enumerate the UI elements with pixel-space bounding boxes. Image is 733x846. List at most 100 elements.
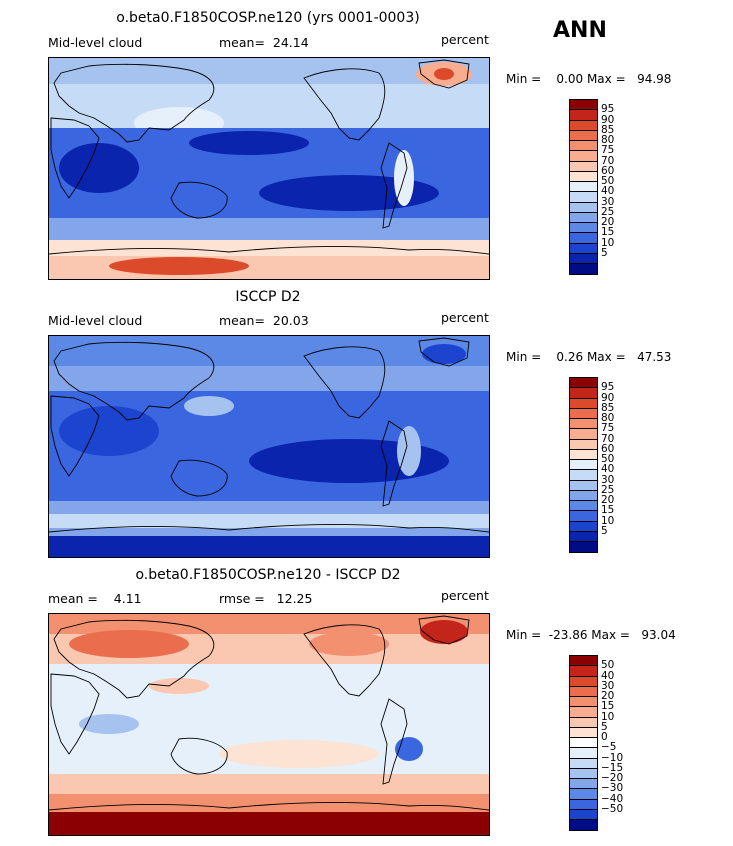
panel-1-mean-label: mean= 24.14 (219, 35, 309, 50)
colorbar-swatch (570, 779, 597, 790)
colorbar-swatch (570, 192, 597, 203)
colorbar-swatch (570, 531, 597, 542)
andes-neg (395, 737, 423, 761)
antarctic-high (109, 257, 249, 275)
colorbar-tick-label: 85 (601, 401, 615, 414)
colorbar-tick-label: 30 (601, 679, 615, 692)
colorbar-swatch (570, 697, 597, 708)
colorbar-tick-label: −50 (601, 802, 624, 815)
southern-ocean (49, 794, 489, 812)
panel-3-rmse-label: rmse = 12.25 (219, 591, 313, 606)
colorbar-swatch (570, 799, 597, 810)
panel-1-variable-label: Mid-level cloud (48, 35, 143, 50)
colorbar-tick-label: 15 (601, 226, 615, 239)
colorbar-tick-label: 80 (601, 134, 615, 146)
colorbar-swatch (570, 212, 597, 223)
colorbar-swatch (570, 717, 597, 728)
colorbar-tick-label: 20 (601, 494, 615, 506)
colorbar-tick-label: −20 (601, 772, 624, 784)
pacific-low (259, 175, 439, 211)
colorbar-tick-label: 50 (601, 659, 615, 672)
colorbar-tick-label: 20 (601, 216, 615, 228)
colorbar-swatch (570, 809, 597, 820)
colorbar-swatch (570, 480, 597, 491)
colorbar-tick-label: −10 (601, 751, 624, 764)
siberia-high (69, 630, 189, 658)
panel-2-map (48, 335, 490, 558)
colorbar-swatch (570, 727, 597, 738)
panel-2-variable-label: Mid-level cloud (48, 313, 143, 328)
colorbar-tick-label: 20 (601, 690, 615, 702)
colorbar-tick-label: 0 (601, 731, 608, 743)
north-band (49, 58, 489, 84)
colorbar-tick-label: 90 (601, 391, 615, 404)
colorbar-swatch (570, 120, 597, 131)
panel-2-title: ISCCP D2 (235, 289, 301, 305)
colorbar-tick-label: 10 (601, 710, 615, 723)
southern-mid (49, 218, 489, 240)
colorbar-swatch (570, 253, 597, 264)
coastlines (49, 59, 489, 255)
colorbar-swatch (570, 490, 597, 501)
colorbar-swatch (570, 748, 597, 759)
colorbar-tick-label: 85 (601, 123, 615, 136)
antarctic-band (49, 536, 489, 557)
panel-3-map-svg (49, 614, 489, 835)
greenland-core (434, 68, 454, 80)
colorbar-tick-label: 10 (601, 514, 615, 527)
colorbar-tick-label: 25 (601, 205, 615, 218)
colorbar-tick-label: 50 (601, 175, 615, 187)
colorbar-tick-label: −30 (601, 782, 624, 795)
colorbar-swatch (570, 758, 597, 769)
colorbar-swatch (570, 161, 597, 172)
colorbar-tick-label: 70 (601, 154, 615, 167)
colorbar-swatch (570, 460, 597, 471)
panel-1-units-label: percent (441, 32, 489, 47)
colorbar-tick-label: 75 (601, 144, 615, 157)
panel-2-map-svg (49, 336, 489, 557)
colorbar-swatch (570, 100, 597, 111)
coastlines (49, 615, 489, 811)
colorbar-tick-label: 30 (601, 473, 615, 486)
colorbar-tick-label: 10 (601, 236, 615, 249)
colorbar-tick-label: 50 (601, 453, 615, 465)
colorbar-swatch (570, 439, 597, 450)
colorbar-swatch (570, 243, 597, 254)
colorbar-swatch (570, 130, 597, 141)
indian-ocean-low (59, 406, 159, 456)
colorbar-tick-label: 5 (601, 524, 608, 537)
colorbar-tick-label: 40 (601, 463, 615, 476)
colorbar-swatch (570, 542, 597, 553)
panel-1-title: o.beta0.F1850COSP.ne120 (yrs 0001-0003) (116, 10, 420, 26)
colorbar-swatch (570, 378, 597, 389)
colorbar-swatch (570, 202, 597, 213)
colorbar-swatch (570, 182, 597, 193)
colorbar-tick-label: 95 (601, 381, 615, 394)
colorbar-2 (569, 377, 598, 554)
tibet-pos (149, 678, 209, 694)
southern-ocean (49, 514, 489, 528)
colorbar-swatch (570, 110, 597, 121)
panel-3-mean-label: mean = 4.11 (48, 591, 142, 606)
panel-3-map (48, 613, 490, 836)
colorbar-1 (569, 99, 598, 276)
greenland-high (420, 620, 468, 644)
colorbar-tick-label: −15 (601, 761, 624, 774)
colorbar-tick-label: 60 (601, 442, 615, 455)
panel-1-map (48, 57, 490, 280)
colorbar-swatch (570, 501, 597, 512)
colorbar-tick-label: 15 (601, 504, 615, 517)
indian-ocean-low (59, 143, 139, 193)
north-band (49, 336, 489, 366)
s-pacific-pos (219, 740, 379, 768)
colorbar-tick-label: 40 (601, 185, 615, 198)
greenland-low (422, 344, 466, 364)
colorbar-swatch (570, 429, 597, 440)
colorbar-swatch (570, 171, 597, 182)
colorbar-swatch (570, 686, 597, 697)
panel-1-map-svg (49, 58, 489, 279)
colorbar-tick-label: 95 (601, 103, 615, 116)
colorbar-swatch (570, 666, 597, 677)
coastlines (49, 337, 489, 533)
colorbar-swatch (570, 233, 597, 244)
